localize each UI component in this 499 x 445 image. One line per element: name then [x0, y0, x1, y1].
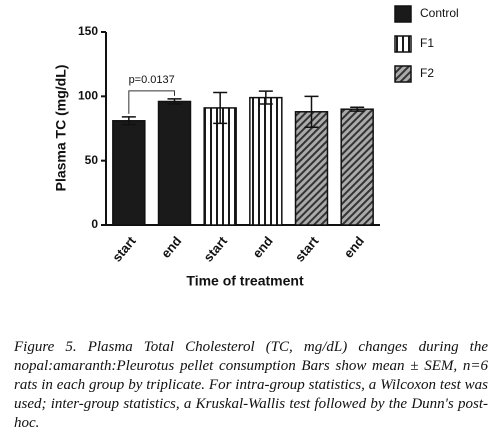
error-bar: [350, 106, 365, 112]
legend-swatch: [394, 65, 412, 83]
bar: [249, 96, 283, 226]
x-tick-label: start: [109, 233, 139, 265]
error-bar: [304, 95, 319, 128]
chart: Plasma TC (mg/dL) Time of treatment 0 50 1…: [53, 5, 459, 289]
y-tick-label: 50: [85, 153, 99, 167]
y-axis-title: Plasma TC (mg/dL): [53, 65, 69, 192]
legend-label: F1: [420, 36, 434, 50]
legend-label: F2: [420, 66, 434, 80]
x-tick-label: start: [292, 233, 322, 265]
y-tick-label: 150: [78, 24, 98, 38]
caption: Figure 5. Plasma Total Cholesterol (TC, …: [14, 339, 488, 431]
error-bar: [258, 90, 273, 105]
y-tick-label: 0: [91, 217, 98, 231]
y-tick-label: 100: [78, 89, 98, 103]
bar: [340, 108, 374, 226]
bar: [294, 111, 329, 226]
significance-bracket: [128, 90, 175, 114]
error-bar: [167, 98, 182, 105]
x-axis-title: Time of treatment: [186, 273, 304, 289]
x-tick-label: start: [200, 233, 230, 265]
error-bar: [213, 91, 228, 125]
annotation: p=0.0137: [129, 74, 175, 86]
x-tick-label: end: [341, 233, 367, 260]
x-tick-label: end: [249, 233, 275, 260]
bar: [203, 107, 237, 226]
legend-swatch: [394, 35, 412, 53]
bar: [157, 100, 192, 226]
bar: [112, 120, 146, 226]
legend-swatch: [394, 5, 412, 23]
x-tick-label: end: [158, 233, 184, 260]
legend-label: Control: [420, 6, 459, 20]
error-bar: [121, 116, 136, 126]
